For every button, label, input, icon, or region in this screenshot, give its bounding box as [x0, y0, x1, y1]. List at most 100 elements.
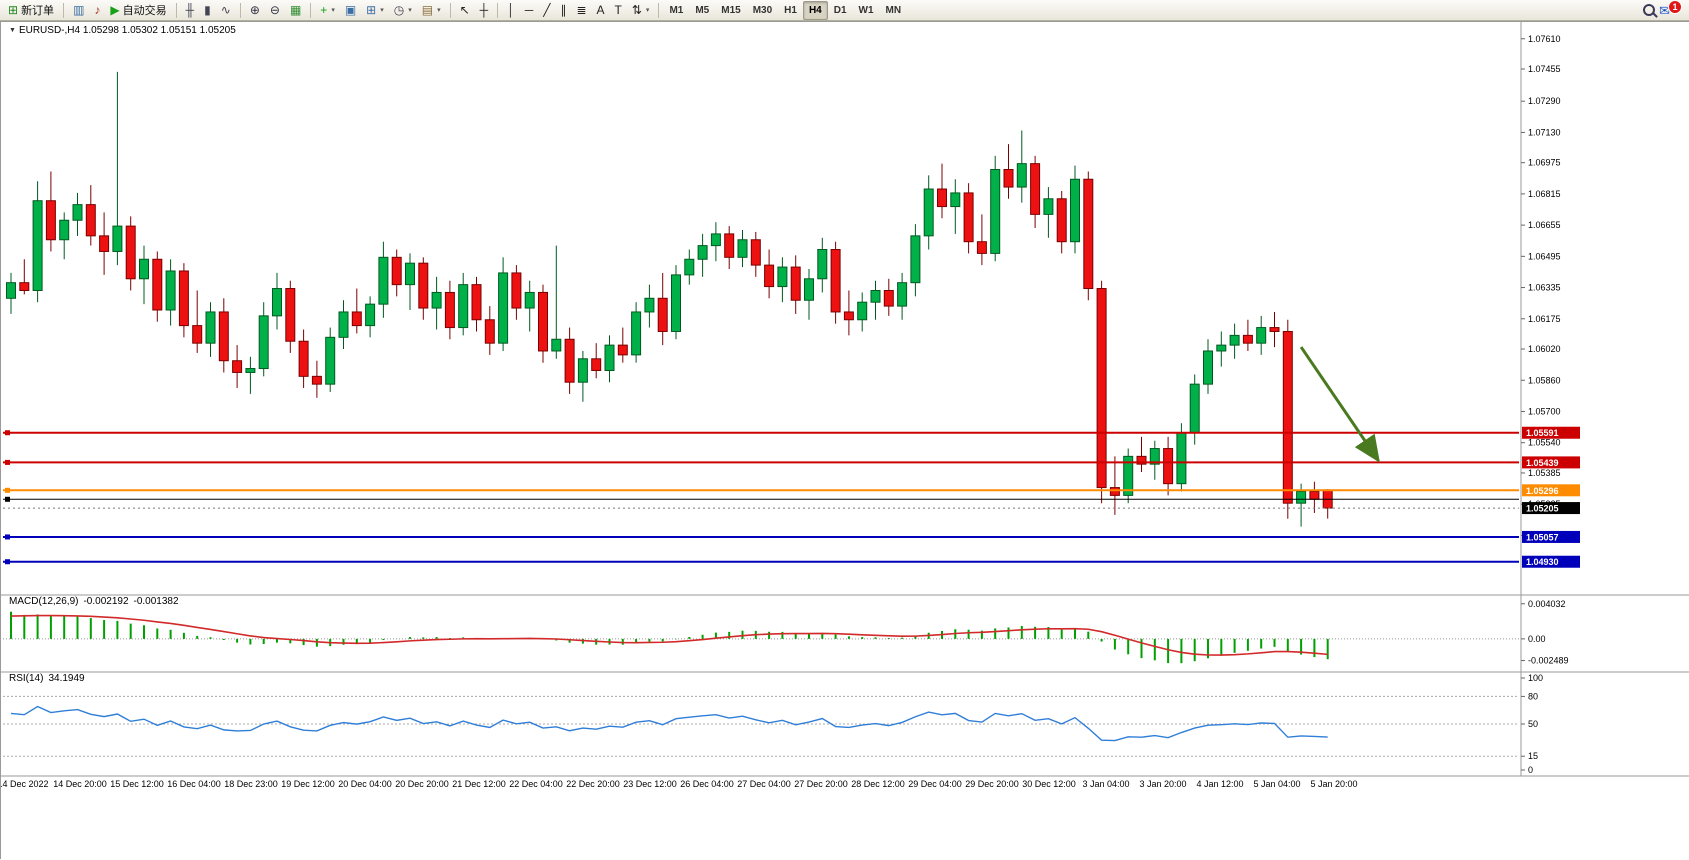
zoom-out-button[interactable]: ⊖ [265, 1, 285, 20]
candle-bear [617, 344, 628, 356]
price-tick-label: 1.07290 [1528, 96, 1561, 106]
clock-icon: ◷ [393, 2, 405, 17]
fibonacci-button[interactable]: ≣ [571, 1, 591, 20]
toolbar-right: ✉ 1 [1643, 0, 1686, 19]
macd-value: -0.002192 [83, 596, 129, 607]
line-chart-icon: ∿ [220, 2, 231, 17]
candle-bear [511, 272, 522, 309]
candle-bull [405, 262, 415, 286]
autotrade-button[interactable]: ▶ 自动交易 [105, 1, 171, 20]
candle-bull [524, 291, 535, 309]
candle-bear [564, 338, 575, 383]
candle-bull [777, 266, 788, 288]
time-axis-label: 20 Dec 20:00 [395, 779, 449, 789]
candle-bear [1030, 163, 1041, 215]
hline-handle[interactable] [5, 430, 10, 436]
candle-bull [258, 315, 269, 370]
time-axis-label: 3 Jan 04:00 [1082, 779, 1129, 789]
template-button[interactable]: ▤ ▾ [417, 1, 446, 20]
hline-handle[interactable] [5, 496, 10, 502]
candle-bear [1309, 490, 1320, 500]
hline-handle[interactable] [5, 487, 10, 493]
hline-handle[interactable] [5, 534, 10, 540]
candles-chart-button[interactable]: ▮ [199, 1, 216, 20]
candle-bear [218, 311, 229, 362]
line-chart-button[interactable]: ∿ [216, 1, 236, 20]
chart-menu-icon[interactable]: ▼ [9, 27, 16, 34]
profit-chart-button[interactable]: ▥ [68, 1, 89, 20]
candle-bull [205, 311, 216, 344]
candle-bull [338, 311, 349, 338]
candle-bear [125, 225, 136, 280]
hline-handle[interactable] [5, 559, 10, 565]
macd-indicator-label: MACD(12,26,9) -0.002192 -0.001382 [9, 596, 179, 607]
hline-button[interactable]: ─ [520, 1, 539, 20]
vline-button[interactable]: │ [502, 1, 520, 20]
toolbar-separator [449, 2, 451, 18]
price-tick-label: 1.06975 [1528, 158, 1561, 168]
candle-bull [165, 270, 176, 311]
zoom-in-button[interactable]: ⊕ [245, 1, 265, 20]
toolbar-separator [310, 2, 312, 18]
timeframe-m5[interactable]: M5 [695, 4, 710, 16]
timeframe-mn[interactable]: MN [885, 4, 902, 16]
candle-bear [152, 258, 163, 311]
rsi-value: 34.1949 [48, 673, 85, 684]
notification-badge[interactable]: 1 [1668, 0, 1682, 14]
trend-arrow-annotation[interactable] [1299, 346, 1380, 463]
candle-bull [910, 235, 921, 284]
label-button[interactable]: T [610, 1, 627, 20]
timeframe-h4[interactable]: H4 [802, 0, 828, 20]
time-axis-label: 3 Jan 20:00 [1139, 779, 1186, 789]
candle-bear [1163, 448, 1174, 485]
price-tick-label: 1.07130 [1528, 127, 1561, 137]
notifications-icon[interactable]: ✉ [1659, 2, 1670, 18]
search-icon[interactable] [1643, 4, 1656, 16]
candle-bull [1070, 178, 1080, 243]
trendline-icon: ╱ [543, 2, 551, 17]
time-axis-label: 20 Dec 04:00 [338, 779, 392, 789]
candle-bull [950, 192, 961, 208]
trendline-button[interactable]: ╱ [538, 1, 555, 20]
indicators-button[interactable]: + ▾ [315, 1, 340, 20]
macd-title: MACD(12,26,9) [9, 596, 79, 607]
price-tag [1522, 555, 1580, 568]
price-tag [1522, 502, 1580, 515]
timeframe-h1[interactable]: H1 [784, 4, 797, 16]
price-tick-label: 1.06495 [1528, 251, 1561, 261]
candle-bear [45, 200, 56, 241]
cursor-button[interactable]: ↖ [455, 1, 475, 20]
timeframe-m1[interactable]: M1 [669, 4, 684, 16]
candle-bull [1149, 448, 1160, 465]
crosshair-button[interactable]: ┼ [475, 1, 494, 20]
candle-bear [657, 297, 668, 332]
chart-canvas[interactable]: 1.07610 1.07455 1.07290 1.07130 1.06975 1.068… [1, 22, 1689, 860]
hline-handle[interactable] [5, 459, 10, 465]
chart-type-group: ╫ ▮ ∿ [181, 0, 236, 20]
timeframe-w1[interactable]: W1 [858, 4, 874, 16]
price-tick-label: 1.05700 [1528, 406, 1561, 416]
new-chart-button[interactable]: ⊞ ▾ [361, 1, 389, 20]
timeframe-m30[interactable]: M30 [752, 4, 773, 16]
grid-button[interactable]: ▦ [285, 1, 306, 20]
channel-button[interactable]: ∥ [555, 1, 571, 20]
autotrade-button-label: 自动交易 [122, 5, 167, 17]
timeframe-d1[interactable]: D1 [833, 4, 847, 16]
time-axis-label: 27 Dec 20:00 [794, 779, 848, 789]
macd-axis-label: 0.00 [1528, 634, 1546, 644]
macd-axis-label: -0.002489 [1528, 656, 1569, 666]
sound-button[interactable]: ♪ [89, 1, 105, 20]
chevron-down-icon: ▾ [331, 7, 335, 14]
text-button[interactable]: A [592, 1, 610, 20]
chevron-down-icon: ▾ [437, 7, 441, 14]
candle-bull [897, 282, 908, 307]
candle-bull [59, 219, 70, 241]
macd-axis-label: 0.004032 [1528, 599, 1566, 609]
timeframe-group: M1 M5 M15 M30 H1 H4 D1 W1 MN [663, 0, 907, 20]
bars-chart-button[interactable]: ╫ [181, 1, 200, 20]
tile-windows-button[interactable]: ▣ [340, 1, 361, 20]
arrows-button[interactable]: ⇅ ▾ [627, 1, 655, 20]
new-order-button[interactable]: ⊞ 新订单 [3, 1, 59, 20]
timeframe-m15[interactable]: M15 [721, 4, 741, 16]
period-button[interactable]: ◷ ▾ [389, 1, 417, 20]
